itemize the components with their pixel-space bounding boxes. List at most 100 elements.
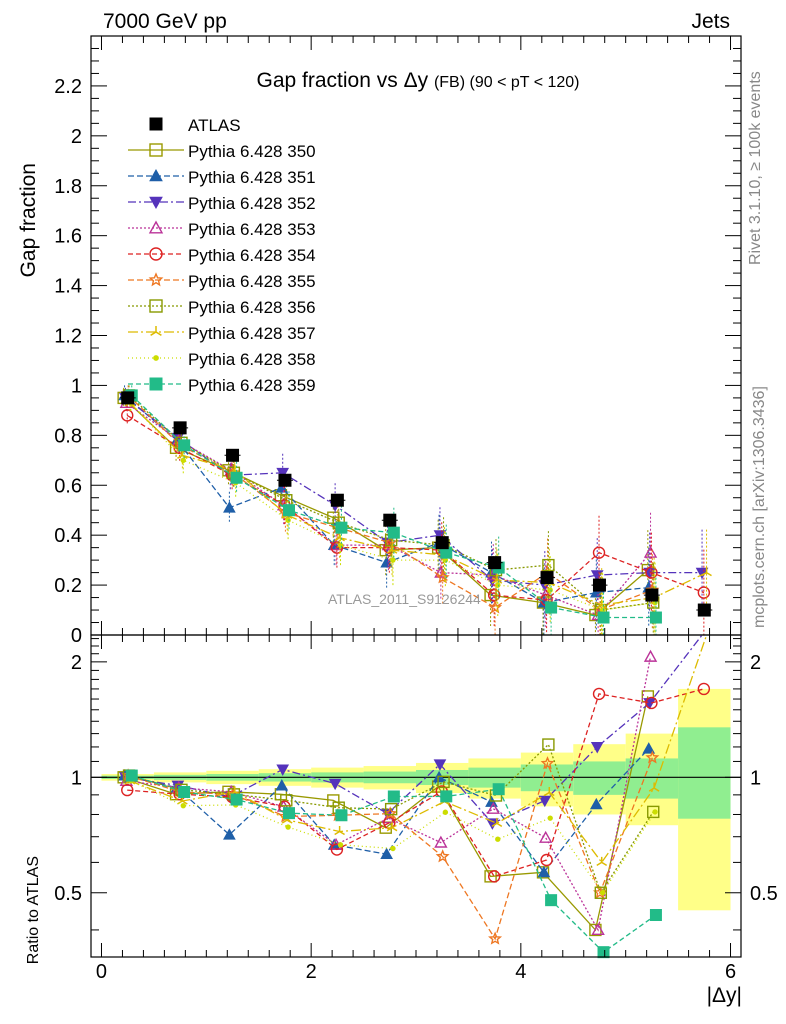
data-point (223, 501, 236, 513)
x-tick-label: 4 (515, 961, 526, 983)
data-point (283, 504, 296, 517)
legend-marker (149, 168, 163, 182)
ratio-point (647, 805, 660, 819)
data-point (276, 467, 290, 480)
atlas-point (121, 391, 135, 405)
ratio-line (127, 688, 705, 878)
x-axis-title: |Δy| (707, 984, 742, 1007)
data-point (545, 601, 558, 614)
mcplots-label: mcplots.cern.ch [arXiv:1306.3436] (751, 386, 768, 628)
legend-marker (149, 377, 163, 391)
ratio-series-358 (128, 778, 658, 896)
y-tick-label: 0.8 (54, 425, 82, 447)
atlas-point (435, 536, 449, 550)
ratio-point (596, 856, 608, 867)
ratio-tick-label-right: 2 (750, 652, 761, 674)
ratio-point (380, 847, 393, 860)
atlas-point (488, 556, 502, 570)
ratio-line (125, 634, 703, 825)
legend-label: Pythia 6.428 354 (188, 246, 316, 265)
ratio-point (390, 845, 396, 852)
legend-marker (149, 143, 163, 157)
ratio-point (597, 946, 610, 959)
data-point (488, 600, 503, 614)
series-line (125, 397, 703, 586)
ratio-point (591, 922, 605, 936)
ratio-point (642, 742, 656, 754)
atlas-data (119, 391, 713, 617)
ratio-point (645, 696, 658, 710)
ratio-point (230, 793, 243, 806)
atlas-point (645, 588, 659, 602)
ratio-point (649, 909, 662, 922)
series-line (125, 402, 651, 616)
series-359 (125, 385, 662, 635)
ratio-tick-label: 1 (71, 767, 82, 789)
ratio-series-359 (125, 769, 662, 959)
data-point (542, 558, 555, 572)
legend-label: Pythia 6.428 352 (188, 194, 316, 213)
ratio-axis-title: Ratio to ATLAS (25, 856, 42, 964)
legend-label: Pythia 6.428 356 (188, 298, 316, 317)
data-point (649, 611, 662, 624)
ratio-tick-label: 0.5 (54, 883, 82, 905)
main-panel: 0.2 0.4 0.6 0.8 1 1.2 1.4 1.6 1.8 2 2.2 0 Gap fract… (17, 35, 742, 647)
ratio-point (643, 649, 658, 662)
ratio-point (223, 828, 236, 840)
ratio-point (121, 783, 134, 797)
y-tick-label: 1.2 (54, 326, 82, 348)
legend-marker (149, 299, 163, 313)
ratio-point (540, 756, 555, 770)
atlas-point (330, 493, 344, 507)
atlas-point (540, 571, 554, 585)
y-axis-title: Gap fraction (17, 163, 40, 277)
ratio-point (434, 835, 448, 848)
data-point (230, 471, 243, 484)
ratio-point (545, 894, 558, 907)
ratio-point (539, 830, 553, 843)
ratio-point (328, 778, 342, 791)
y-tick-label: 2 (71, 126, 82, 148)
legend-label: Pythia 6.428 358 (188, 350, 316, 369)
data-point (335, 521, 348, 534)
legend: ATLAS Pythia 6.428 350 Pythia 6.428 351 Pyt… (128, 116, 316, 395)
ratio-point (442, 809, 449, 815)
uncertainty-band-inner (573, 761, 626, 795)
ratio-point (178, 785, 191, 798)
ratio-point (652, 809, 658, 815)
legend-marker (153, 355, 159, 361)
data-point (645, 566, 658, 579)
ratio-line (128, 743, 654, 895)
data-point (433, 530, 447, 542)
x-tick-label: 6 (725, 961, 736, 983)
data-point (597, 611, 610, 624)
ratio-point (491, 817, 503, 827)
ratio-point (276, 764, 290, 776)
legend-label: Pythia 6.428 357 (188, 324, 316, 343)
legend-label: Pythia 6.428 351 (188, 168, 316, 187)
series-line (131, 394, 656, 619)
ratio-tick-label-right: 0.5 (750, 883, 778, 905)
atlas-point (226, 448, 240, 462)
atlas-point (383, 513, 397, 527)
data-point (643, 545, 658, 558)
watermark: ATLAS_2011_S9126244 (328, 591, 481, 607)
data-point (701, 567, 712, 577)
title-suffix: (FB) (90 < pT < 120) (434, 74, 580, 91)
series-352 (119, 387, 709, 620)
ratio-point (542, 738, 555, 751)
data-point (589, 586, 603, 598)
data-point (383, 541, 396, 554)
series-line (128, 394, 654, 611)
ratio-point (495, 836, 501, 842)
data-point (434, 565, 448, 578)
atlas-point (173, 421, 187, 435)
ratio-tick-label: 2 (71, 652, 82, 674)
ratio-line (129, 634, 708, 864)
ratio-point (486, 801, 500, 814)
atlas-point (592, 578, 606, 592)
ratio-tick-label-right: 1 (750, 767, 761, 789)
ratio-point (697, 682, 711, 696)
legend-marker (150, 326, 162, 336)
